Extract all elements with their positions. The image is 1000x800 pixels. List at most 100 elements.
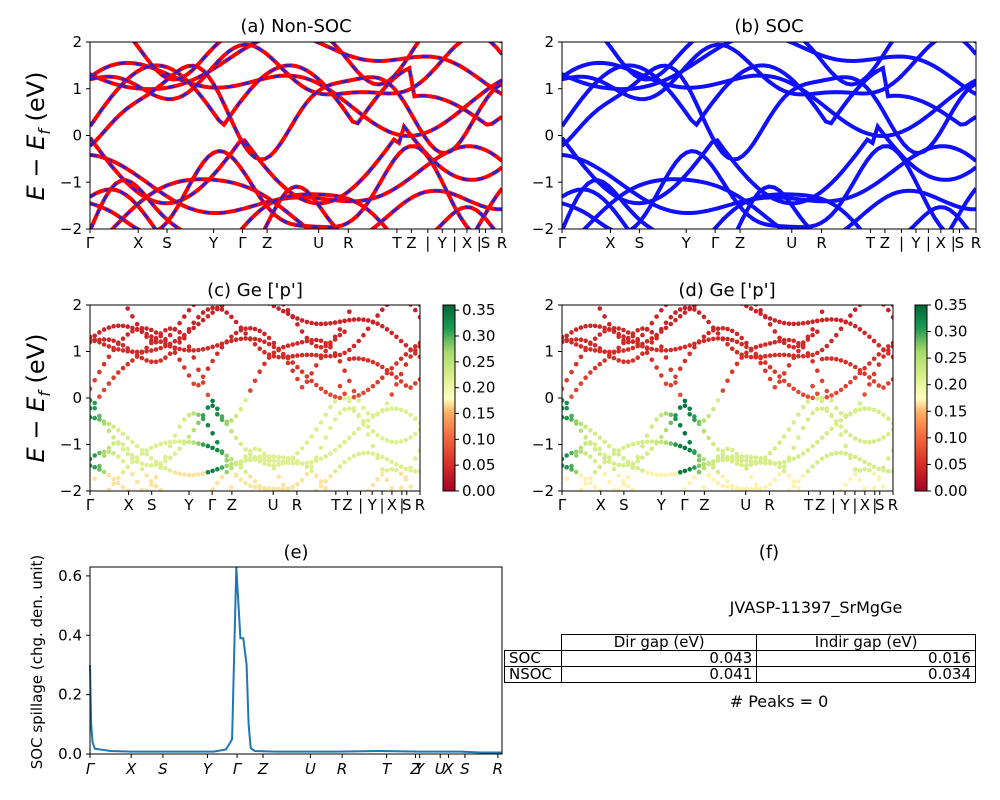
- projected-point: [134, 326, 140, 332]
- projected-point: [763, 314, 768, 320]
- projected-point: [876, 343, 882, 348]
- projected-point: [163, 465, 168, 471]
- projected-point: [262, 339, 267, 345]
- projected-point: [248, 455, 253, 461]
- projected-point: [663, 381, 669, 387]
- projected-point: [630, 461, 636, 466]
- projected-point: [398, 464, 404, 470]
- projected-point: [332, 320, 338, 325]
- projected-point: [800, 345, 806, 350]
- projected-point: [829, 317, 834, 322]
- projected-point: [734, 331, 740, 337]
- colorbar-tick-label: 0.05: [934, 455, 967, 473]
- projected-point: [106, 325, 112, 330]
- projected-point: [829, 414, 834, 419]
- y-tick-label: 2: [72, 296, 82, 314]
- projected-point: [257, 459, 263, 464]
- projected-point: [616, 448, 621, 453]
- projected-point: [616, 358, 621, 363]
- projected-point: [134, 354, 140, 359]
- projected-point: [852, 364, 858, 370]
- x-tick-label: Y: [208, 234, 219, 252]
- projected-point: [881, 484, 886, 489]
- projected-point: [867, 334, 872, 340]
- projected-point: [659, 434, 664, 440]
- projected-point: [668, 472, 674, 477]
- projected-point: [569, 369, 574, 375]
- projected-point: [191, 305, 196, 308]
- projected-point: [739, 458, 744, 463]
- projected-point: [243, 336, 248, 341]
- projected-point: [839, 532, 844, 537]
- projected-point: [786, 455, 792, 460]
- projected-point: [819, 435, 825, 441]
- projected-point: [706, 337, 711, 343]
- projected-point: [210, 445, 215, 451]
- projected-point: [578, 421, 584, 427]
- projected-point: [285, 343, 291, 349]
- projected-point: [796, 435, 801, 440]
- projected-point: [753, 461, 759, 466]
- y-tick-label: 0: [544, 389, 554, 407]
- y-tick-label: −1: [532, 436, 554, 454]
- projected-point: [729, 337, 735, 343]
- projected-point: [210, 305, 215, 311]
- projected-point: [417, 421, 420, 426]
- projected-point: [649, 320, 655, 326]
- projected-point: [673, 317, 678, 323]
- projected-point: [370, 451, 376, 456]
- projected-point: [777, 440, 782, 446]
- projected-point: [654, 347, 659, 353]
- projected-point: [777, 496, 782, 501]
- projected-point: [398, 356, 404, 362]
- projected-point: [819, 406, 825, 411]
- projected-point: [621, 327, 626, 333]
- projected-point: [834, 450, 839, 456]
- projected-point: [252, 378, 258, 384]
- projected-point: [810, 332, 815, 338]
- projected-point: [744, 466, 749, 471]
- projected-point: [116, 323, 121, 329]
- projected-point: [805, 320, 811, 325]
- band-line-soc: [604, 42, 976, 87]
- projected-point: [323, 435, 329, 440]
- projected-point: [781, 459, 787, 465]
- projected-point: [408, 484, 413, 489]
- projected-point: [149, 327, 154, 333]
- projected-point: [772, 339, 778, 345]
- x-tick-label: S: [619, 496, 629, 514]
- projected-point: [692, 341, 697, 347]
- projected-point: [592, 343, 598, 348]
- projected-point: [819, 378, 825, 384]
- projected-point: [356, 356, 362, 361]
- projected-point: [125, 324, 130, 329]
- colorbar-tick-label: 0.15: [934, 402, 967, 420]
- projected-point: [205, 423, 211, 428]
- projected-point: [266, 458, 272, 463]
- projected-point: [243, 398, 248, 403]
- projected-point: [266, 454, 272, 459]
- projected-point: [592, 469, 598, 475]
- projected-point: [120, 348, 126, 353]
- x-tick-label: X: [133, 234, 143, 252]
- projected-point: [677, 345, 683, 351]
- projected-point: [394, 297, 399, 302]
- projected-point: [829, 529, 834, 534]
- projected-point: [881, 465, 886, 471]
- projected-point: [210, 310, 215, 315]
- projected-point: [92, 400, 97, 406]
- projected-point: [597, 324, 603, 329]
- projected-point: [281, 501, 286, 506]
- band-line-soc: [562, 63, 976, 162]
- projected-point: [375, 476, 380, 482]
- projected-point: [224, 458, 229, 463]
- projected-point: [158, 345, 163, 351]
- projected-point: [139, 466, 145, 472]
- projected-point: [309, 371, 314, 376]
- projected-point: [625, 359, 631, 365]
- projected-point: [200, 413, 206, 418]
- projected-point: [365, 326, 371, 332]
- projected-point: [858, 279, 863, 284]
- projected-point: [829, 356, 834, 361]
- projected-point: [763, 455, 768, 460]
